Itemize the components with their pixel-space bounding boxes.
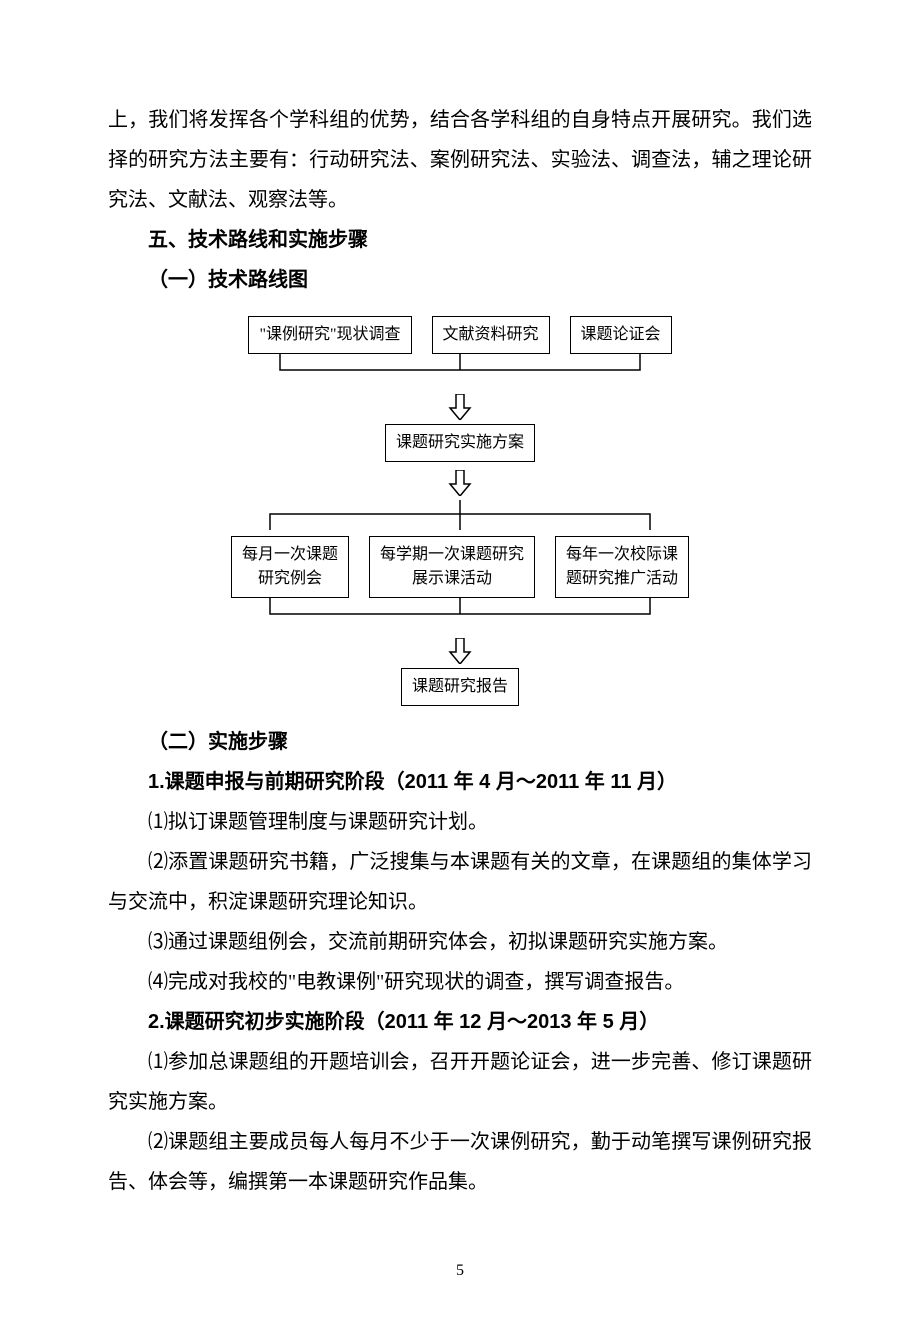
step-2-item-2: ⑵课题组主要成员每人每月不少于一次课例研究，勤于动笔撰写课例研究报告、体会等，编…: [108, 1122, 812, 1202]
flow-box-survey: "课例研究"现状调查: [248, 316, 411, 354]
flow-box-semester: 每学期一次课题研究 展示课活动: [369, 536, 535, 598]
flow-row-3: 每月一次课题 研究例会 每学期一次课题研究 展示课活动 每年一次校际课 题研究推…: [180, 536, 740, 598]
flow-box-seminar: 课题论证会: [570, 316, 672, 354]
flow-box-yearly: 每年一次校际课 题研究推广活动: [555, 536, 689, 598]
step-1-item-3: ⑶通过课题组例会，交流前期研究体会，初拟课题研究实施方案。: [108, 922, 812, 962]
flow-box-monthly-line1: 每月一次课题: [242, 543, 338, 567]
intro-paragraph: 上，我们将发挥各个学科组的优势，结合各学科组的自身特点开展研究。我们选择的研究方…: [108, 100, 812, 220]
flow-box-plan: 课题研究实施方案: [385, 424, 535, 462]
step-1-item-1: ⑴拟订课题管理制度与课题研究计划。: [108, 802, 812, 842]
page-number: 5: [108, 1262, 812, 1280]
step-1-item-2: ⑵添置课题研究书籍，广泛搜集与本课题有关的文章，在课题组的集体学习与交流中，积淀…: [108, 842, 812, 922]
connector-svg-1: [240, 354, 680, 390]
flow-row-4: 课题研究报告: [180, 668, 740, 706]
flow-box-report: 课题研究报告: [401, 668, 519, 706]
section-5-2-heading: （二）实施步骤: [108, 722, 812, 762]
flow-box-yearly-line1: 每年一次校际课: [566, 543, 678, 567]
flow-box-monthly: 每月一次课题 研究例会: [231, 536, 349, 598]
flow-box-literature: 文献资料研究: [432, 316, 550, 354]
flow-connector-1: [180, 354, 740, 390]
flow-box-monthly-line2: 研究例会: [242, 567, 338, 591]
flow-arrow-2: [180, 462, 740, 500]
flow-row-1: "课例研究"现状调查 文献资料研究 课题论证会: [180, 316, 740, 354]
flow-arrow-1: [180, 390, 740, 424]
step-1-item-4: ⑷完成对我校的"电教课例"研究现状的调查，撰写调查报告。: [108, 962, 812, 1002]
flow-box-semester-line1: 每学期一次课题研究: [380, 543, 524, 567]
arrow-icon: [448, 394, 472, 420]
connector-svg-2: [220, 500, 700, 530]
step-1-title: 1.课题申报与前期研究阶段（2011 年 4 月～2011 年 11 月）: [108, 762, 812, 802]
section-5-heading: 五、技术路线和实施步骤: [108, 220, 812, 260]
flow-connector-3: [180, 598, 740, 634]
flow-arrow-3: [180, 634, 740, 668]
flow-box-yearly-line2: 题研究推广活动: [566, 567, 678, 591]
step-2-title: 2.课题研究初步实施阶段（2011 年 12 月～2013 年 5 月）: [108, 1002, 812, 1042]
connector-svg-3: [220, 598, 700, 634]
section-5-1-heading: （一）技术路线图: [108, 260, 812, 300]
tech-route-flowchart: "课例研究"现状调查 文献资料研究 课题论证会 课题研究实施方案 每月一次课题 …: [180, 316, 740, 706]
arrow-icon: [448, 638, 472, 664]
step-2-item-1: ⑴参加总课题组的开题培训会，召开开题论证会，进一步完善、修订课题研究实施方案。: [108, 1042, 812, 1122]
flow-row-2: 课题研究实施方案: [180, 424, 740, 462]
flow-connector-2: [180, 500, 740, 536]
arrow-icon: [448, 470, 472, 496]
flow-box-semester-line2: 展示课活动: [380, 567, 524, 591]
